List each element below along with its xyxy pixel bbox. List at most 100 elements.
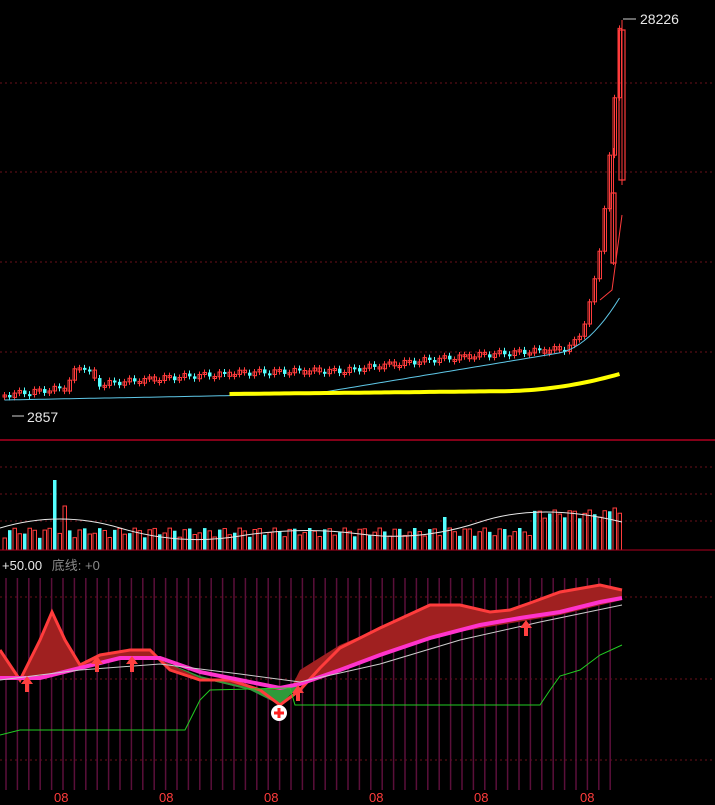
volume-bar [332, 534, 337, 551]
candle-body [23, 390, 27, 395]
candle-body [517, 349, 522, 353]
volume-bar [362, 528, 367, 551]
candle-body [358, 368, 362, 372]
volume-bar [267, 532, 272, 551]
candle-body [488, 354, 492, 358]
candle-body [523, 349, 527, 355]
volume-bar [23, 533, 27, 550]
volume-bar [98, 528, 102, 550]
volume-bar [158, 534, 162, 550]
volume-bar [497, 528, 502, 551]
candle-body [422, 357, 427, 363]
candle-body [162, 375, 167, 381]
volume-bar [53, 480, 57, 550]
volume-bar [68, 530, 72, 550]
candle-body [8, 395, 12, 398]
volume-bar [447, 527, 452, 551]
candle-body [83, 367, 87, 370]
x-axis-label: 08 [159, 790, 174, 805]
volume-bar [263, 534, 267, 550]
candle-body [563, 349, 567, 352]
candle-body [367, 363, 372, 369]
volume-bar [83, 528, 87, 550]
volume-bar [312, 530, 317, 551]
candle-body [217, 371, 222, 378]
candle-body [332, 368, 337, 372]
volume-bar [297, 534, 302, 551]
volume-bar [317, 535, 322, 551]
high-price-label: 28226 [640, 11, 679, 27]
candle-body [338, 368, 342, 374]
volume-bar [372, 531, 377, 551]
volume-bar [602, 510, 607, 551]
candle-body [137, 380, 142, 384]
volume-bar [12, 527, 17, 551]
candle-body [252, 371, 257, 377]
volume-bar [533, 510, 537, 550]
volume-bar [237, 527, 242, 551]
candle-body [202, 371, 207, 376]
candle-body [77, 367, 82, 371]
candle-body [602, 208, 607, 252]
candle-body [17, 389, 22, 394]
volume-bar [282, 536, 287, 551]
volume-bar [27, 527, 32, 551]
ma-mid-line [4, 297, 620, 401]
volume-bar [522, 531, 527, 551]
candle-body [72, 368, 77, 381]
volume-bar [593, 514, 597, 550]
volume-bar [492, 535, 497, 551]
volume-bar [102, 529, 107, 551]
candle-body [612, 97, 617, 156]
volume-bar [308, 528, 312, 550]
candle-body [173, 376, 177, 381]
volume-bar [143, 537, 147, 550]
indicator-up-fill [0, 585, 622, 690]
candle-body [428, 357, 432, 360]
candle-body [342, 371, 347, 375]
volume-bar [207, 530, 212, 551]
candle-body [302, 369, 307, 375]
candle-body [307, 370, 312, 375]
volume-bar [302, 531, 307, 551]
candle-body [387, 361, 392, 365]
volume-bar [368, 535, 372, 550]
candle-body [12, 392, 17, 398]
volume-bar [617, 512, 622, 551]
volume-bar [278, 531, 282, 550]
up-arrow-icon [292, 685, 304, 701]
candle-body [43, 389, 47, 393]
candle-body [102, 384, 107, 388]
candle-body [28, 394, 32, 397]
volume-bar [428, 529, 432, 550]
candle-body [373, 364, 377, 367]
volume-bar [518, 528, 522, 550]
candle-body [472, 356, 477, 360]
candle-body [272, 369, 277, 375]
volume-bar [257, 528, 262, 551]
indicator-base-line [0, 644, 623, 736]
volume-bar [107, 536, 112, 551]
candle-body [452, 358, 457, 362]
candle-body [542, 349, 547, 354]
volume-bar [462, 528, 467, 551]
candle-body [147, 376, 152, 380]
volume-bar [357, 528, 362, 551]
candle-body [248, 372, 252, 376]
candle-body [532, 347, 537, 354]
volume-bar [473, 535, 477, 550]
volume-bar [57, 532, 62, 551]
candle-body [157, 379, 162, 383]
volume-bar [8, 530, 12, 550]
candle-body [37, 388, 42, 392]
candle-body [413, 360, 417, 365]
candle-body [268, 373, 272, 376]
volume-bar [548, 513, 552, 550]
volume-bar [38, 537, 42, 550]
volume-bar [377, 527, 382, 551]
x-axis-label: 08 [54, 790, 69, 805]
volume-bar [458, 535, 462, 550]
ma-short-line [599, 214, 623, 301]
candle-body [167, 375, 172, 379]
candle-body [52, 385, 57, 392]
